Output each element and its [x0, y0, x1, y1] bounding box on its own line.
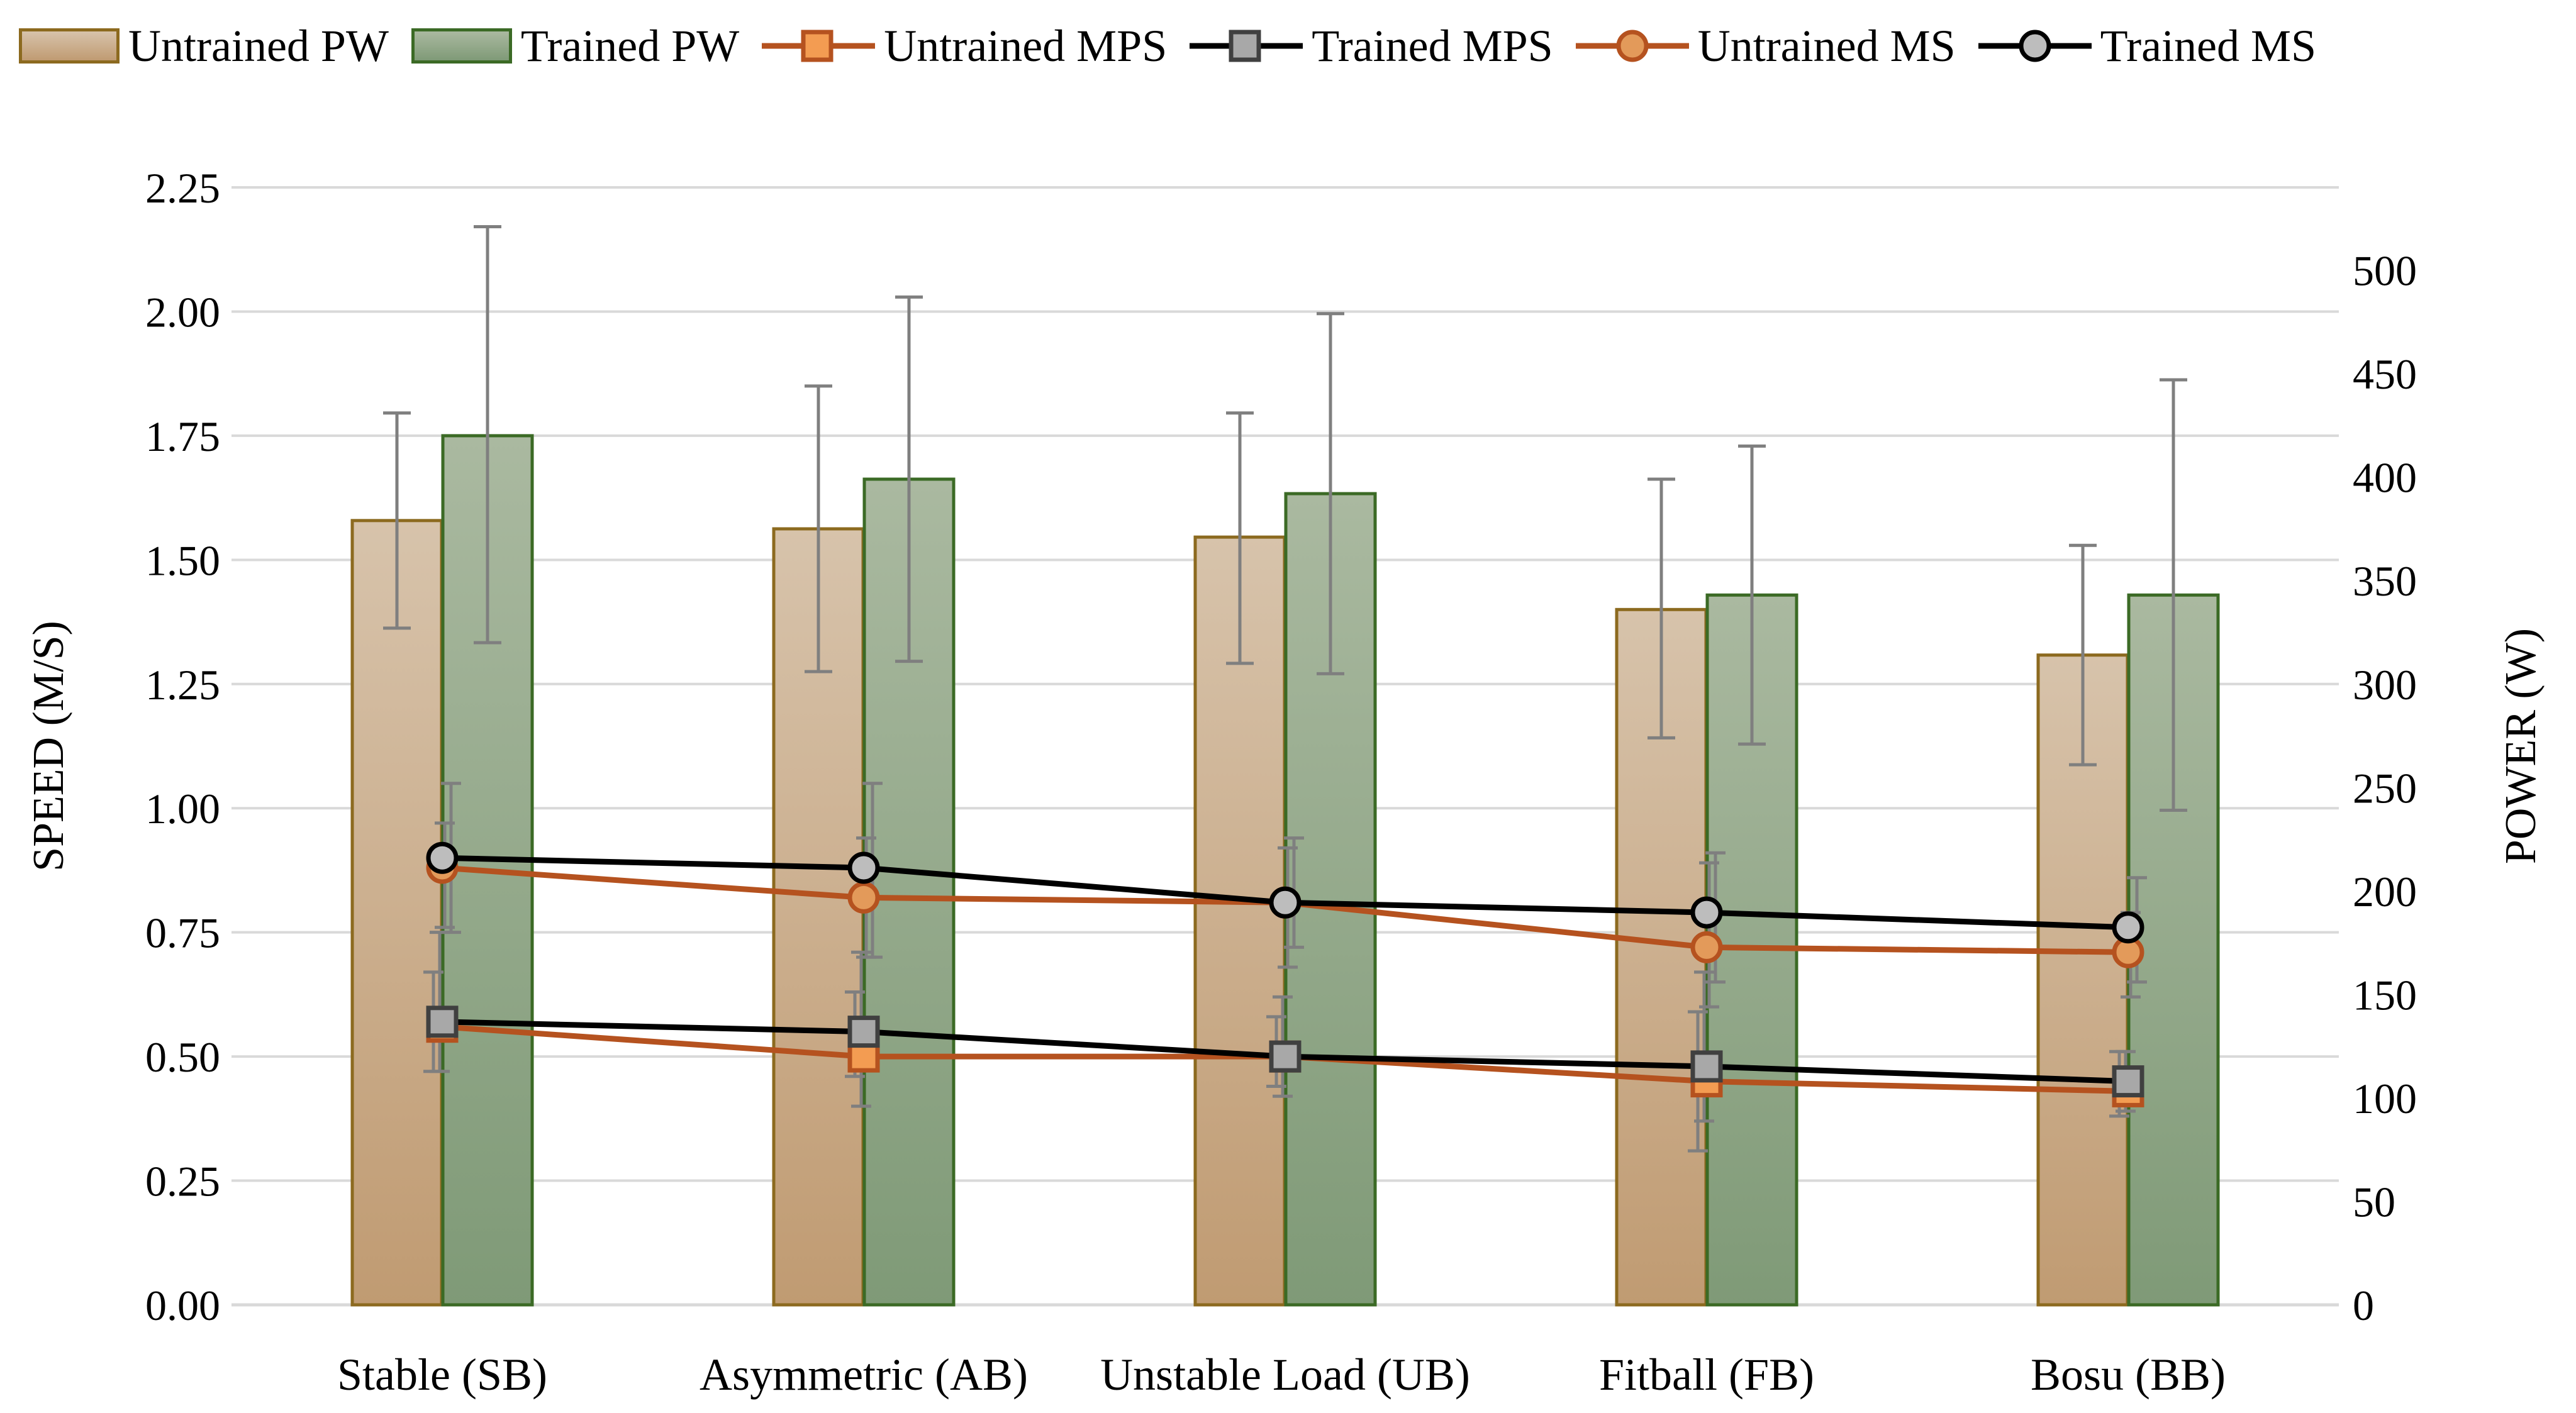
legend-swatch-untrained-pw: [19, 28, 120, 64]
y-left-tick-label: 0.50: [145, 1033, 220, 1081]
legend-swatch-trained-pw: [411, 28, 512, 64]
legend-item-untrained-ms[interactable]: Untrained MS: [1575, 20, 1956, 72]
point-marker: [1690, 1050, 1723, 1083]
y-left-tick-label: 1.50: [145, 536, 220, 584]
legend: Untrained PW Trained PW Untrained MPS Tr…: [19, 11, 2339, 80]
point-marker: [847, 1016, 880, 1048]
y-right-tick-label: 350: [2353, 557, 2417, 605]
x-category-label: Bosu (BB): [2031, 1349, 2226, 1400]
y-left-tick-label: 2.00: [145, 288, 220, 336]
y-right-tick-label: 450: [2353, 350, 2417, 398]
y-right-tick-label: 100: [2353, 1075, 2417, 1122]
bar: [350, 519, 443, 1307]
point-marker: [2112, 1065, 2144, 1098]
legend-label: Untrained MPS: [884, 20, 1168, 71]
point-marker: [847, 851, 880, 884]
y-right-tick-label: 150: [2353, 971, 2417, 1019]
legend-item-untrained-pw[interactable]: Untrained PW: [19, 20, 389, 72]
legend-item-trained-mps[interactable]: Trained MPS: [1190, 20, 1553, 72]
legend-swatch-untrained-mps: [762, 30, 876, 62]
y-left-tick-label: 0.00: [145, 1282, 220, 1329]
legend-swatch-untrained-ms: [1575, 30, 1689, 62]
y-left-tick-label: 0.75: [145, 909, 220, 957]
x-category-label: Stable (SB): [337, 1349, 547, 1400]
legend-label: Trained MS: [2100, 20, 2317, 71]
point-marker: [1690, 896, 1723, 929]
point-marker: [2112, 911, 2144, 944]
y-right-axis-title: POWER (W): [2497, 628, 2545, 864]
y-right-tick-label: 0: [2353, 1282, 2374, 1329]
point-marker: [426, 841, 459, 874]
y-right-tick-label: 200: [2353, 868, 2417, 916]
legend-item-untrained-mps[interactable]: Untrained MPS: [762, 20, 1167, 72]
legend-item-trained-pw[interactable]: Trained PW: [411, 20, 739, 72]
legend-label: Trained MPS: [1312, 20, 1553, 71]
point-marker: [1269, 1040, 1302, 1073]
point-marker: [1269, 886, 1302, 919]
y-right-tick-label: 400: [2353, 454, 2417, 502]
point-marker: [426, 1006, 459, 1038]
legend-swatch-trained-ms: [1978, 30, 2092, 62]
y-right-tick-label: 300: [2353, 661, 2417, 709]
y-left-tick-label: 1.00: [145, 785, 220, 833]
point-marker: [847, 881, 880, 914]
y-right-tick-label: 50: [2353, 1178, 2395, 1226]
point-marker: [1690, 931, 1723, 963]
x-category-label: Fitball (FB): [1599, 1349, 1814, 1400]
x-category-label: Unstable Load (UB): [1100, 1349, 1470, 1400]
legend-label: Untrained PW: [128, 20, 389, 71]
y-left-tick-label: 0.25: [145, 1158, 220, 1205]
x-category-label: Asymmetric (AB): [700, 1349, 1028, 1400]
legend-item-trained-ms[interactable]: Trained MS: [1978, 20, 2316, 72]
y-left-tick-label: 2.25: [145, 164, 220, 212]
bar: [1193, 535, 1286, 1307]
y-left-tick-label: 1.75: [145, 413, 220, 460]
legend-swatch-trained-mps: [1190, 30, 1303, 62]
legend-label: Untrained MS: [1697, 20, 1956, 71]
y-left-tick-label: 1.25: [145, 661, 220, 709]
y-right-tick-label: 250: [2353, 764, 2417, 812]
y-left-axis-title: SPEED (M/S): [25, 621, 73, 872]
y-right-tick-label: 500: [2353, 247, 2417, 295]
legend-label: Trained PW: [520, 20, 740, 71]
